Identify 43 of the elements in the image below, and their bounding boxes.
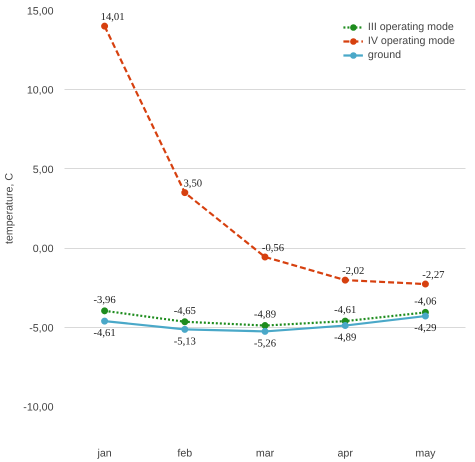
data-label: 3,50: [183, 178, 202, 190]
point: [181, 189, 188, 196]
data-label: -4,89: [254, 310, 276, 321]
y-tick-label: 15,00: [26, 6, 54, 18]
point: [422, 280, 429, 288]
point: [342, 276, 349, 284]
x-tick-label: mar: [256, 448, 275, 460]
data-label: -3,96: [94, 294, 116, 306]
data-label: -5,26: [254, 338, 277, 350]
point: [101, 307, 108, 314]
x-tick-label: jan: [96, 448, 112, 460]
x-tick-label: feb: [177, 448, 192, 460]
y-tick-label: 10,00: [26, 84, 54, 97]
point: [181, 318, 188, 326]
data-label: -4,61: [334, 305, 356, 316]
point: [101, 22, 108, 30]
point: [181, 326, 188, 333]
point: [262, 328, 268, 335]
point: [262, 253, 268, 260]
data-label: 14,01: [100, 12, 125, 24]
y-axis-title: temperature, C: [3, 172, 16, 244]
x-tick-label: apr: [338, 448, 354, 460]
point: [101, 318, 108, 325]
point: [422, 312, 429, 320]
x-tick-label: may: [415, 448, 436, 460]
data-label: -0,56: [262, 242, 285, 254]
data-label: -2,27: [422, 270, 446, 282]
point: [262, 322, 268, 330]
data-label: -4,61: [94, 328, 116, 340]
data-label: -2,02: [342, 266, 364, 278]
data-label: -4,06: [414, 296, 438, 308]
data-label: -4,65: [174, 306, 196, 317]
y-tick-label: -5,00: [29, 322, 54, 334]
point: [342, 322, 349, 330]
y-tick-label: 0,00: [32, 243, 54, 256]
data-label: -4,89: [334, 332, 356, 344]
legend-label: III operating mode: [368, 20, 454, 34]
legend-label: ground: [368, 48, 402, 62]
y-tick-label: -10,00: [23, 402, 54, 414]
legend-label: IV operating mode: [368, 34, 455, 48]
data-label: -4,29: [414, 323, 437, 334]
data-label: -5,13: [174, 336, 196, 348]
y-tick-label: 5,00: [32, 164, 54, 176]
